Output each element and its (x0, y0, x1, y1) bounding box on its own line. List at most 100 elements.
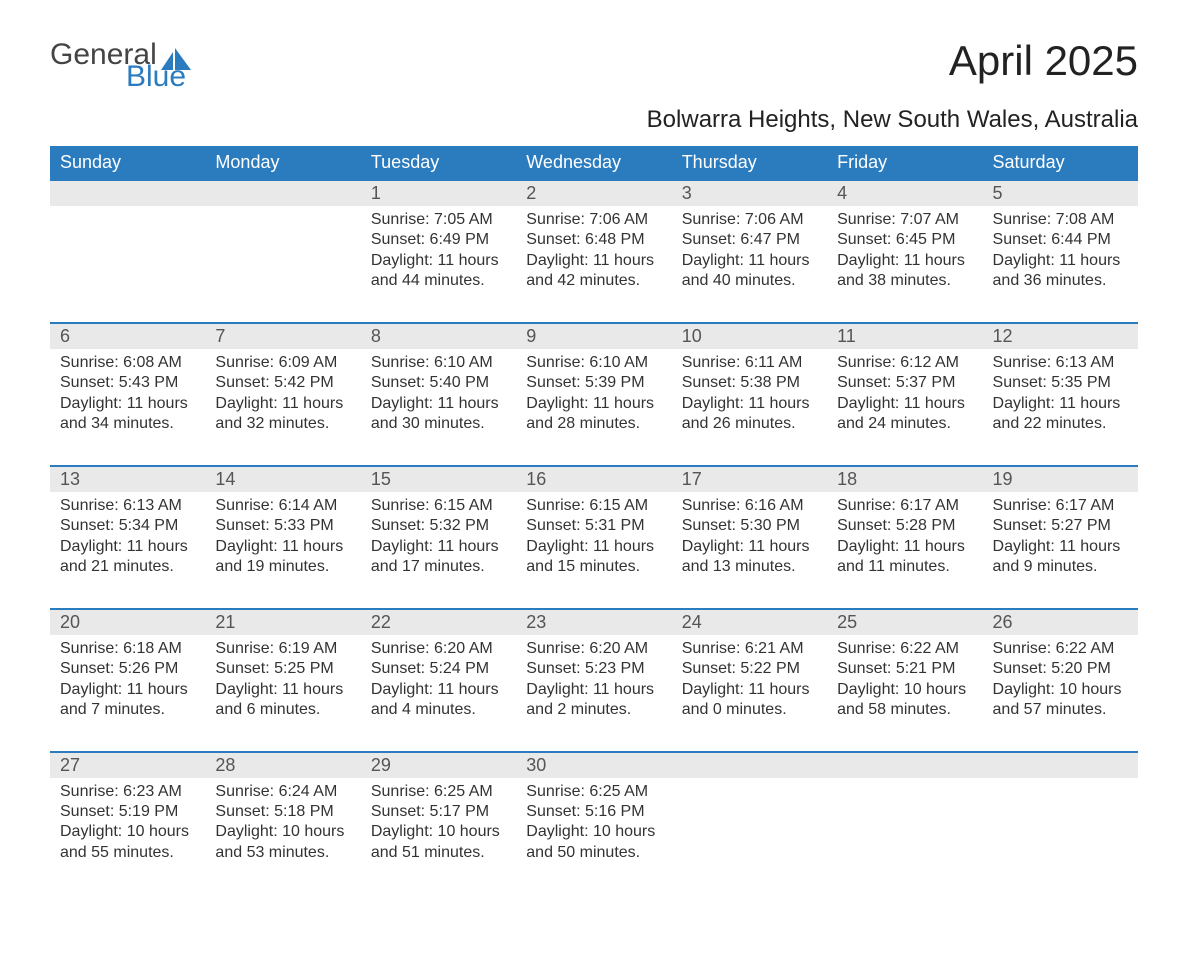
daylight-line: Daylight: 11 hours and 44 minutes. (371, 251, 506, 292)
day-content-cell: Sunrise: 6:25 AMSunset: 5:17 PMDaylight:… (361, 778, 516, 894)
sunrise-line: Sunrise: 6:22 AM (837, 639, 972, 659)
daylight-line: Daylight: 10 hours and 58 minutes. (837, 680, 972, 721)
sunrise-line: Sunrise: 6:20 AM (526, 639, 661, 659)
day-content-cell: Sunrise: 6:11 AMSunset: 5:38 PMDaylight:… (672, 349, 827, 466)
day-content-row: Sunrise: 6:13 AMSunset: 5:34 PMDaylight:… (50, 492, 1138, 609)
day-content-cell: Sunrise: 6:22 AMSunset: 5:21 PMDaylight:… (827, 635, 982, 752)
sunrise-line: Sunrise: 6:08 AM (60, 353, 195, 373)
daylight-line: Daylight: 11 hours and 26 minutes. (682, 394, 817, 435)
sunset-line: Sunset: 5:20 PM (993, 659, 1128, 679)
sunset-line: Sunset: 5:25 PM (215, 659, 350, 679)
weekday-header: Monday (205, 146, 360, 180)
topbar: General Blue April 2025 Bolwarra Heights… (50, 40, 1138, 134)
day-number-cell (827, 752, 982, 778)
weekday-header: Saturday (983, 146, 1138, 180)
day-content-cell: Sunrise: 6:20 AMSunset: 5:23 PMDaylight:… (516, 635, 671, 752)
calendar-table: SundayMondayTuesdayWednesdayThursdayFrid… (50, 146, 1138, 893)
day-content-cell: Sunrise: 6:10 AMSunset: 5:40 PMDaylight:… (361, 349, 516, 466)
day-number-cell: 9 (516, 323, 671, 349)
day-number-row: 6789101112 (50, 323, 1138, 349)
day-number-cell (205, 180, 360, 206)
day-number-row: 20212223242526 (50, 609, 1138, 635)
sunset-line: Sunset: 5:40 PM (371, 373, 506, 393)
sunrise-line: Sunrise: 6:17 AM (993, 496, 1128, 516)
day-content-cell: Sunrise: 6:21 AMSunset: 5:22 PMDaylight:… (672, 635, 827, 752)
day-number-cell: 15 (361, 466, 516, 492)
sunrise-line: Sunrise: 6:19 AM (215, 639, 350, 659)
weekday-header: Friday (827, 146, 982, 180)
day-content-row: Sunrise: 7:05 AMSunset: 6:49 PMDaylight:… (50, 206, 1138, 323)
day-number-cell: 30 (516, 752, 671, 778)
day-content-cell (50, 206, 205, 323)
day-number-cell: 8 (361, 323, 516, 349)
day-number-row: 27282930 (50, 752, 1138, 778)
sunset-line: Sunset: 5:39 PM (526, 373, 661, 393)
daylight-line: Daylight: 11 hours and 30 minutes. (371, 394, 506, 435)
daylight-line: Daylight: 11 hours and 21 minutes. (60, 537, 195, 578)
sunrise-line: Sunrise: 6:20 AM (371, 639, 506, 659)
daylight-line: Daylight: 11 hours and 19 minutes. (215, 537, 350, 578)
day-content-cell: Sunrise: 6:10 AMSunset: 5:39 PMDaylight:… (516, 349, 671, 466)
daylight-line: Daylight: 11 hours and 34 minutes. (60, 394, 195, 435)
daylight-line: Daylight: 11 hours and 24 minutes. (837, 394, 972, 435)
sunrise-line: Sunrise: 6:18 AM (60, 639, 195, 659)
day-number-cell: 19 (983, 466, 1138, 492)
day-content-cell: Sunrise: 6:13 AMSunset: 5:35 PMDaylight:… (983, 349, 1138, 466)
sunrise-line: Sunrise: 6:15 AM (371, 496, 506, 516)
day-number-cell: 18 (827, 466, 982, 492)
day-content-cell: Sunrise: 7:06 AMSunset: 6:48 PMDaylight:… (516, 206, 671, 323)
day-number-cell: 27 (50, 752, 205, 778)
sunset-line: Sunset: 5:21 PM (837, 659, 972, 679)
day-number-cell: 3 (672, 180, 827, 206)
day-content-cell: Sunrise: 6:17 AMSunset: 5:28 PMDaylight:… (827, 492, 982, 609)
sunset-line: Sunset: 5:42 PM (215, 373, 350, 393)
day-content-cell: Sunrise: 6:15 AMSunset: 5:31 PMDaylight:… (516, 492, 671, 609)
sunset-line: Sunset: 5:43 PM (60, 373, 195, 393)
day-content-cell (205, 206, 360, 323)
day-content-cell: Sunrise: 6:08 AMSunset: 5:43 PMDaylight:… (50, 349, 205, 466)
daylight-line: Daylight: 11 hours and 22 minutes. (993, 394, 1128, 435)
sunset-line: Sunset: 5:19 PM (60, 802, 195, 822)
weekday-header: Tuesday (361, 146, 516, 180)
day-number-cell: 16 (516, 466, 671, 492)
day-number-cell: 10 (672, 323, 827, 349)
day-content-cell: Sunrise: 6:09 AMSunset: 5:42 PMDaylight:… (205, 349, 360, 466)
day-content-cell: Sunrise: 6:16 AMSunset: 5:30 PMDaylight:… (672, 492, 827, 609)
daylight-line: Daylight: 11 hours and 15 minutes. (526, 537, 661, 578)
day-content-row: Sunrise: 6:08 AMSunset: 5:43 PMDaylight:… (50, 349, 1138, 466)
day-content-cell: Sunrise: 7:06 AMSunset: 6:47 PMDaylight:… (672, 206, 827, 323)
sunset-line: Sunset: 5:38 PM (682, 373, 817, 393)
day-content-row: Sunrise: 6:18 AMSunset: 5:26 PMDaylight:… (50, 635, 1138, 752)
day-number-cell: 24 (672, 609, 827, 635)
sunset-line: Sunset: 5:24 PM (371, 659, 506, 679)
sunset-line: Sunset: 5:26 PM (60, 659, 195, 679)
sunrise-line: Sunrise: 6:12 AM (837, 353, 972, 373)
daylight-line: Daylight: 10 hours and 51 minutes. (371, 822, 506, 863)
daylight-line: Daylight: 10 hours and 55 minutes. (60, 822, 195, 863)
daylight-line: Daylight: 11 hours and 11 minutes. (837, 537, 972, 578)
day-number-cell: 2 (516, 180, 671, 206)
sunrise-line: Sunrise: 6:14 AM (215, 496, 350, 516)
weekday-header-row: SundayMondayTuesdayWednesdayThursdayFrid… (50, 146, 1138, 180)
day-number-cell: 1 (361, 180, 516, 206)
sunrise-line: Sunrise: 7:05 AM (371, 210, 506, 230)
day-number-cell: 5 (983, 180, 1138, 206)
daylight-line: Daylight: 11 hours and 9 minutes. (993, 537, 1128, 578)
day-number-cell: 22 (361, 609, 516, 635)
day-number-cell: 11 (827, 323, 982, 349)
sunset-line: Sunset: 5:22 PM (682, 659, 817, 679)
sunrise-line: Sunrise: 6:11 AM (682, 353, 817, 373)
sunset-line: Sunset: 6:49 PM (371, 230, 506, 250)
day-number-cell: 12 (983, 323, 1138, 349)
daylight-line: Daylight: 11 hours and 2 minutes. (526, 680, 661, 721)
day-number-row: 13141516171819 (50, 466, 1138, 492)
day-number-cell: 29 (361, 752, 516, 778)
day-content-cell: Sunrise: 6:14 AMSunset: 5:33 PMDaylight:… (205, 492, 360, 609)
title-block: April 2025 Bolwarra Heights, New South W… (647, 40, 1138, 134)
daylight-line: Daylight: 11 hours and 40 minutes. (682, 251, 817, 292)
sunrise-line: Sunrise: 6:15 AM (526, 496, 661, 516)
day-content-cell: Sunrise: 6:13 AMSunset: 5:34 PMDaylight:… (50, 492, 205, 609)
daylight-line: Daylight: 11 hours and 0 minutes. (682, 680, 817, 721)
daylight-line: Daylight: 11 hours and 7 minutes. (60, 680, 195, 721)
daylight-line: Daylight: 10 hours and 50 minutes. (526, 822, 661, 863)
